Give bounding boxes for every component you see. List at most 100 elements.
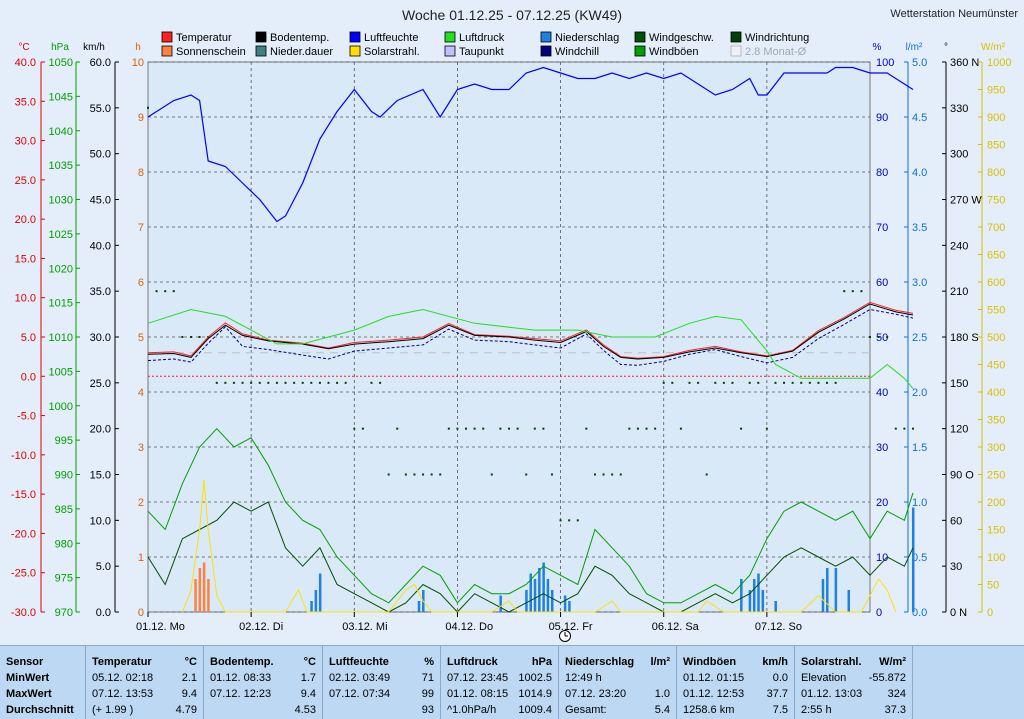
stats-cell-value: 2.1 [181,672,197,684]
series-line-taupunkt [147,308,914,366]
bar-precipitation [417,601,421,612]
axis-tick-temp: -10.0 [11,450,36,462]
axis-tick-wind: 5.0 [96,561,111,573]
legend-label: Sonnenschein [176,46,246,58]
axis-tick-solar: 0 [987,607,993,619]
wind-direction-point [568,519,571,522]
stats-cell-value: 4.53 [294,704,316,716]
stats-row: ^1.0hPa/h 1009.4 [447,702,552,718]
stats-column-unit: km/h [762,656,788,668]
legend-label: Windchill [555,46,599,58]
wind-direction-point [636,427,639,430]
stats-column: Niederschlag l/m² 12:49 h 07.12. 23:20 1.0 Ge… [559,646,677,719]
chart-title: Woche 01.12.25 - 07.12.25 (KW49) [402,7,622,23]
stats-cell-value: 9.4 [181,688,197,700]
wind-direction-point [860,290,863,293]
bar-precipitation [538,568,541,612]
wind-direction-point [232,381,235,384]
legend-swatch [349,31,361,43]
bar-sunshine [207,579,210,612]
axis-tick-temp: 0.0 [21,371,36,383]
stats-labels-column: Sensor MinWert MaxWert Durchschnitt [0,646,86,719]
axis-tick-sun: 3 [138,442,144,454]
wind-direction-point [869,336,871,338]
weather-chart: Woche 01.12.25 - 07.12.25 (KW49) Wetters… [10,7,1019,642]
stats-panel: Sensor MinWert MaxWert Durchschnitt Temp… [0,645,1024,719]
axis-tick-solar: 50 [987,580,999,592]
wind-direction-point [473,427,476,430]
axis-unit-dir: ° [944,42,948,53]
stats-row: 07.12. 13:53 9.4 [92,686,197,702]
stats-row: 12:49 h [565,670,670,686]
wind-direction-point [258,381,261,384]
stats-row: Gesamt: 5.4 [565,702,670,718]
axis-tick-pressure: 1040 [49,126,73,138]
axis-tick-pressure: 975 [55,573,73,585]
wind-direction-point [688,381,691,384]
wind-direction-point [379,381,382,384]
axis-tick-solar: 950 [987,85,1005,97]
wind-direction-point [301,381,304,384]
stats-row: 93 [329,702,434,718]
legend-label: Windgeschw. [649,32,714,44]
wind-direction-point [490,473,493,476]
clock-icon[interactable] [559,630,571,642]
axis-tick-solar: 250 [987,470,1005,482]
wind-direction-point [619,473,622,476]
axis-tick-solar: 400 [987,387,1005,399]
bar-sunshine [194,579,197,612]
wind-direction-point [164,290,167,293]
series-line-solarstrahl [181,479,897,613]
wind-direction-point [198,336,201,338]
series-line-windgeschw [147,501,914,613]
stats-cell-value: 1002.5 [518,672,552,684]
axis-tick-sun: 6 [138,277,144,289]
wind-direction-point [284,381,287,384]
axis-tick-wind: 40.0 [90,240,111,252]
stats-column-header: Solarstrahl. W/m² [801,654,906,670]
axis-tick-solar: 600 [987,277,1005,289]
legend-label: Taupunkt [459,46,504,58]
legend-swatch [634,31,646,43]
legend-swatch [444,31,456,43]
axis-tick-rain: 0.0 [912,607,927,619]
x-day-label: 06.12. Sa [652,621,700,633]
axis-tick-pressure: 1015 [49,298,73,310]
wind-direction-point [241,381,244,384]
axis-tick-temp: -20.0 [11,528,36,540]
stats-column-header: Luftdruck hPa [447,654,552,670]
axis-tick-temp: 30.0 [15,136,36,148]
axis-tick-solar: 450 [987,360,1005,372]
wind-direction-point [413,473,416,476]
axis-tick-pressure: 1050 [49,57,73,69]
axis-tick-temp: -30.0 [11,607,36,619]
axis-tick-pressure: 980 [55,538,73,550]
axis-tick-rain: 2.5 [912,332,927,344]
wind-direction-point [697,381,700,384]
axis-tick-humidity: 90 [876,112,888,124]
x-day-label: 05.12. Fr [549,621,593,633]
wind-direction-point [740,427,743,430]
axis-tick-solar: 800 [987,167,1005,179]
wind-direction-point [783,381,786,384]
wind-direction-point [310,381,313,384]
wind-direction-point [336,381,339,384]
wind-direction-point [722,381,725,384]
wind-direction-point [482,427,485,430]
wind-direction-point [671,381,674,384]
stats-cell-value: 5.4 [654,704,670,716]
legend-swatch [255,31,267,43]
stats-row: 07.12. 23:20 1.0 [565,686,670,702]
bar-precipitation [821,579,825,612]
axis-tick-rain: 1.0 [912,497,927,509]
axis-tick-pressure: 1030 [49,195,73,207]
wind-direction-point [911,427,914,430]
axis-unit-solar: W/m² [981,42,1006,53]
stats-cell-value: 37.7 [766,688,788,700]
stats-column-title: Niederschlag [565,656,635,668]
stats-row: 02.12. 03:49 71 [329,670,434,686]
axis-tick-wind: 30.0 [90,332,111,344]
legend-label: Windrichtung [745,32,809,44]
stats-column: Luftdruck hPa 07.12. 23:45 1002.5 01.12. 08:… [441,646,559,719]
bar-sunshine [198,568,202,612]
